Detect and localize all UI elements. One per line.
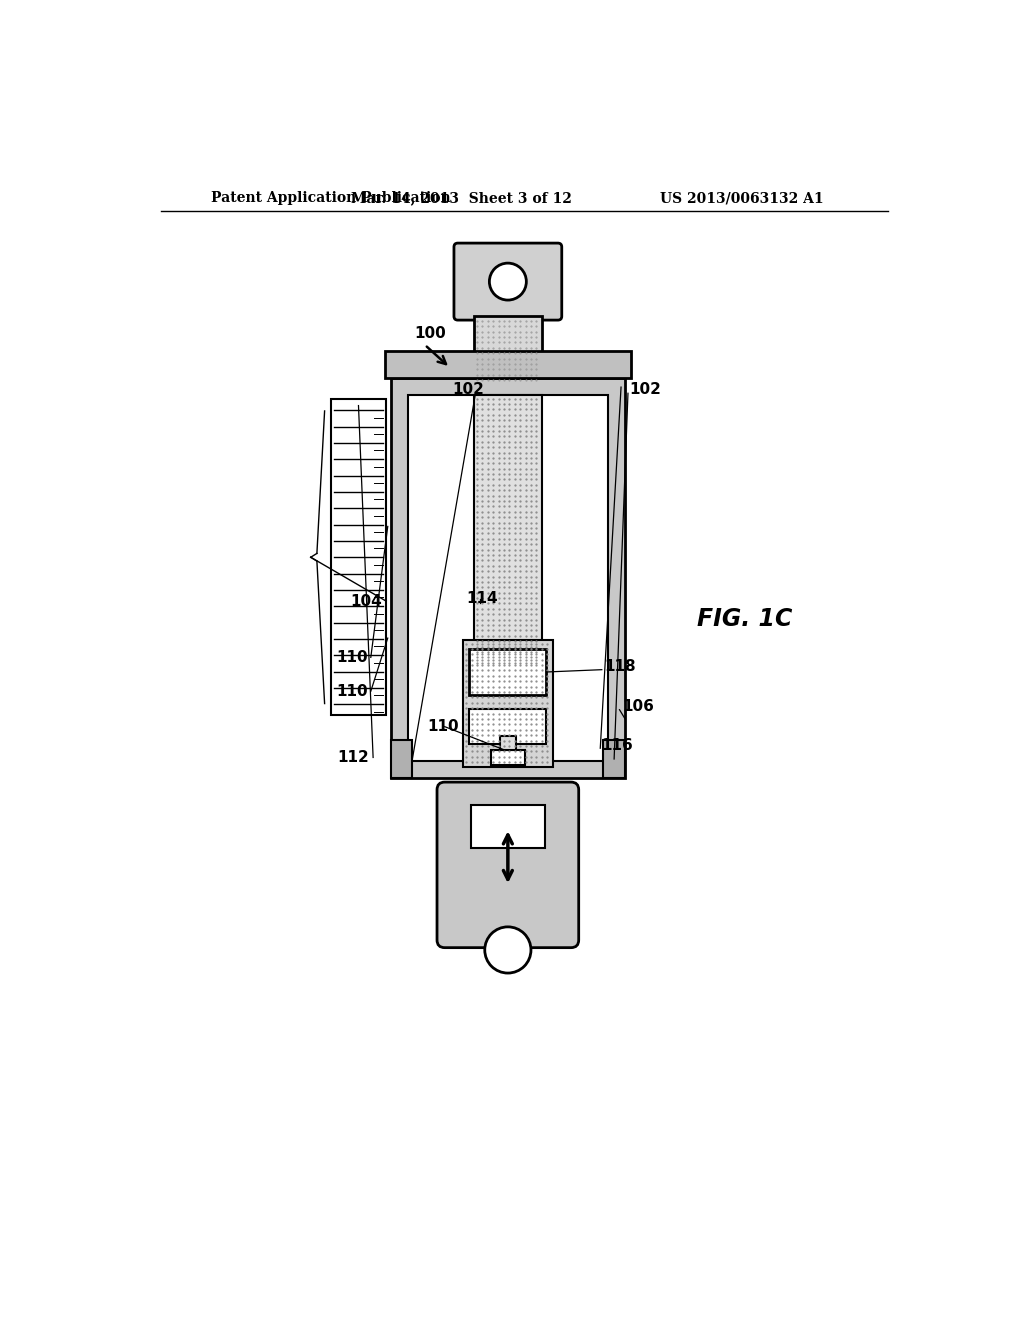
- Bar: [391, 739, 413, 779]
- Text: Patent Application Publication: Patent Application Publication: [211, 191, 451, 206]
- Bar: [471, 805, 545, 847]
- Text: 116: 116: [602, 738, 634, 752]
- Bar: [603, 739, 625, 779]
- Text: 106: 106: [622, 700, 653, 714]
- Text: 110: 110: [336, 684, 368, 698]
- Text: 118: 118: [604, 659, 636, 675]
- Bar: [474, 317, 542, 385]
- Bar: [500, 737, 515, 750]
- Text: 102: 102: [453, 381, 484, 397]
- Bar: [490, 750, 525, 766]
- Text: Mar. 14, 2013  Sheet 3 of 12: Mar. 14, 2013 Sheet 3 of 12: [351, 191, 572, 206]
- Text: FIG. 1C: FIG. 1C: [696, 607, 792, 631]
- Bar: [385, 351, 631, 378]
- Text: 100: 100: [414, 326, 445, 342]
- Text: 112: 112: [338, 750, 370, 766]
- Bar: [408, 395, 608, 762]
- Bar: [331, 400, 386, 715]
- FancyBboxPatch shape: [437, 781, 579, 948]
- Text: 110: 110: [336, 649, 368, 665]
- Circle shape: [489, 263, 526, 300]
- Bar: [391, 378, 625, 779]
- Text: 114: 114: [466, 591, 498, 606]
- FancyBboxPatch shape: [454, 243, 562, 321]
- Bar: [463, 640, 553, 767]
- Bar: [469, 649, 547, 696]
- Text: 110: 110: [427, 719, 459, 734]
- Text: US 2013/0063132 A1: US 2013/0063132 A1: [659, 191, 823, 206]
- Bar: [469, 709, 547, 743]
- Circle shape: [484, 927, 531, 973]
- Text: 104: 104: [350, 594, 382, 609]
- Text: 102: 102: [630, 381, 662, 397]
- Bar: [474, 395, 542, 664]
